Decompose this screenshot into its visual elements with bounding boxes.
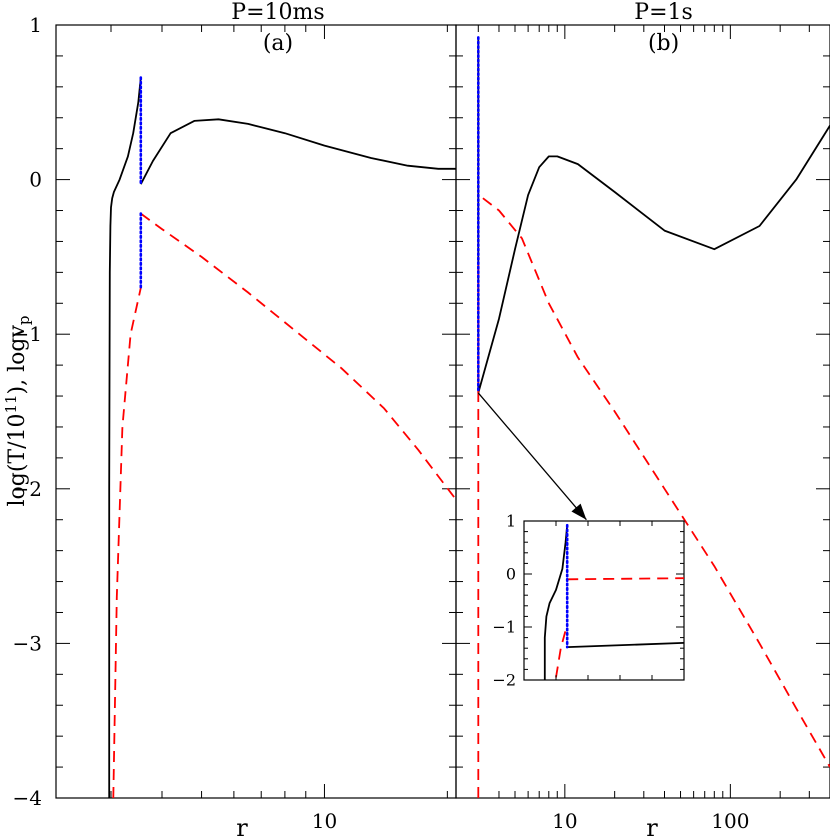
panel-b-inset-series-2: [555, 624, 569, 678]
panel-a-y-tick-label: 1: [29, 13, 42, 37]
panel-a-x-tick-label: 10: [312, 809, 337, 833]
panel-b-x-axis-label: r: [646, 814, 658, 838]
panel-b-label: (b): [648, 31, 679, 56]
panel-b-title: P=1s: [634, 0, 693, 25]
panel-b-inset-series-0: [543, 525, 569, 680]
panel-a-label: (a): [263, 31, 293, 56]
y-axis-label-superscript: 11: [2, 394, 20, 413]
panel-b-inset-y-tick-label: 0: [506, 565, 516, 584]
panel-a-series-2: [112, 287, 142, 798]
panel-b-inset-series-1: [567, 642, 684, 648]
panel-b-inset-y-tick-label: 1: [506, 512, 516, 531]
inset-plot: 1 0 −1 −2: [492, 512, 685, 690]
panel-a-y-tick-label: −2: [13, 477, 42, 501]
panel-b-inset-y-tick-label: −2: [492, 671, 516, 690]
y-axis-label-main: log(T/10: [5, 414, 30, 507]
panel-a-y-tick-label: −1: [13, 322, 42, 346]
panel-b-series-3: [482, 197, 830, 768]
panel-a-x-axis-label: r: [236, 814, 248, 838]
panel-b-x-tick-label: 100: [711, 809, 749, 833]
axes-layer: [55, 24, 830, 799]
panel-a-series-3: [140, 212, 456, 501]
panel-b-inset-series-3: [567, 577, 684, 581]
inset-frame: [523, 520, 685, 681]
y-axis-label: log(T/1011), logvp: [2, 315, 33, 506]
series-layer: [108, 36, 830, 798]
panel-a-series-1: [140, 118, 456, 185]
panel-a-series-0: [108, 77, 142, 798]
panel-a-y-tick-label: 0: [29, 168, 42, 192]
panel-a-title: P=10ms: [231, 0, 324, 25]
panel-b-x-tick-label: 10: [552, 809, 577, 833]
annotation-arrow-line: [477, 392, 587, 521]
panel-a-y-tick-label: −3: [13, 631, 42, 655]
panel-b-series-1: [477, 125, 830, 394]
y-axis-label-subscript: p: [15, 315, 33, 325]
panel-b-frame: [455, 24, 830, 799]
annotation-arrow-head: [571, 503, 587, 520]
panel-a-y-tick-label: −4: [13, 786, 42, 810]
panel-b-inset-y-tick-label: −1: [492, 618, 516, 637]
y-axis-label-tail: ), logv: [5, 324, 30, 394]
